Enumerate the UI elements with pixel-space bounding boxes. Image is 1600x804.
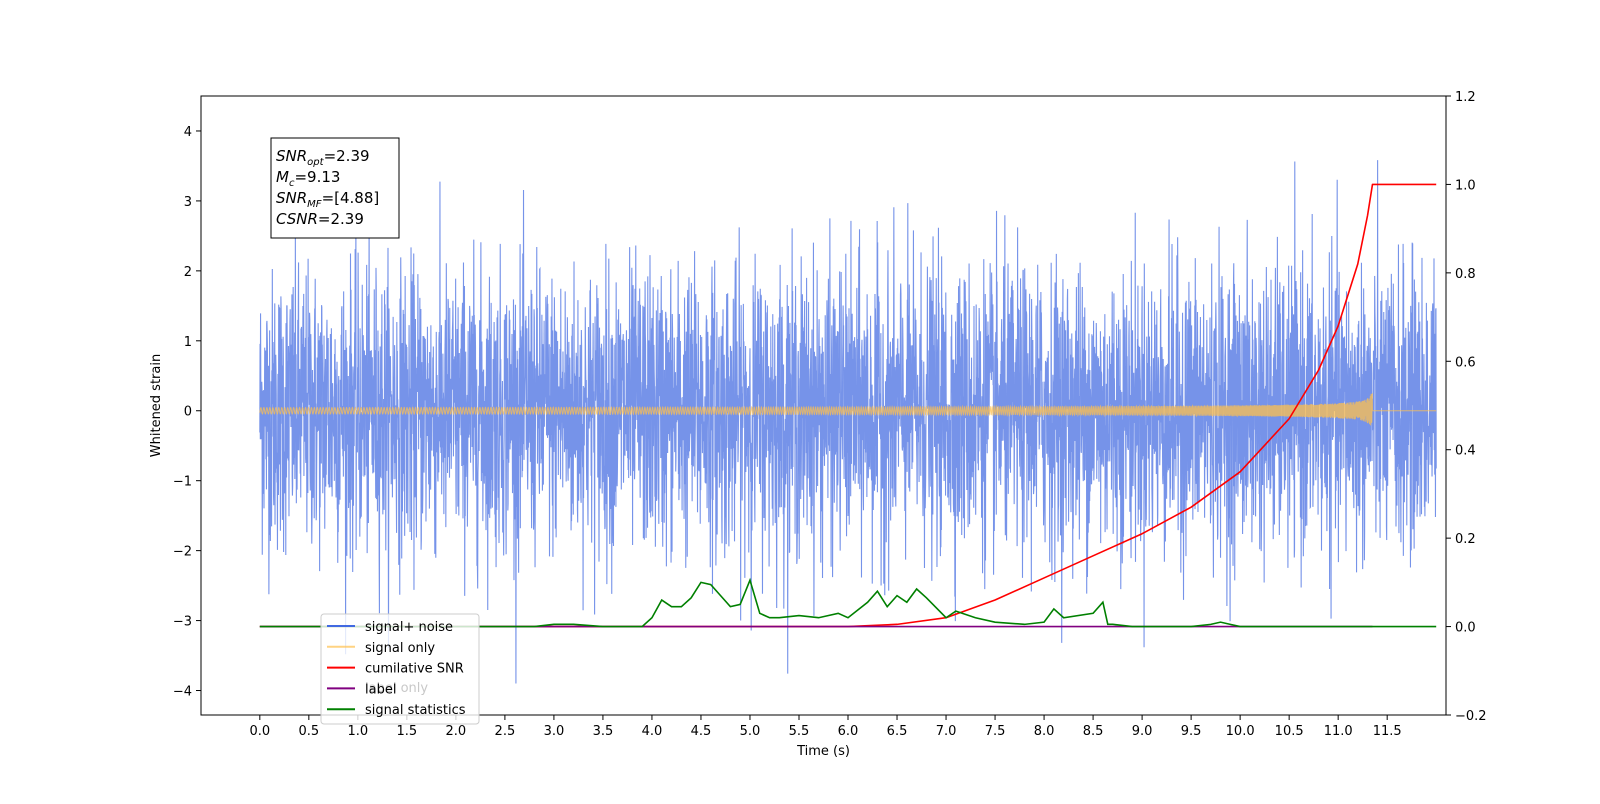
y-tick-label: −3: [173, 615, 192, 630]
series-signal-only: [259, 392, 1437, 426]
y-tick-label: −4: [173, 685, 192, 700]
y2-axis-ticks: −0.2 0.0 0.2 0.4 0.6 0.8 1.0 1.2: [1446, 90, 1487, 724]
x-tick-label: 4.5: [691, 724, 712, 739]
annotation-frame: [270, 137, 400, 239]
x-tick-label: 1.0: [348, 724, 369, 739]
x-axis-label: Time (s): [796, 744, 850, 759]
annotation-subscript: opt: [307, 157, 324, 168]
annotation-line: SNRopt=2.39: [276, 147, 370, 168]
x-tick-label: 10.5: [1275, 724, 1304, 739]
annotation-line: Mc=9.13: [276, 168, 340, 189]
legend-label: cumilative SNR: [365, 662, 464, 677]
legend-frame: [320, 613, 480, 725]
x-tick-label: 8.0: [1034, 724, 1055, 739]
annotation-symbol: SNR: [276, 189, 307, 207]
y2-tick-label: 0.8: [1455, 267, 1476, 282]
x-tick-label: 3.0: [544, 724, 565, 739]
x-tick-label: 10.0: [1226, 724, 1255, 739]
x-tick-label: 9.0: [1132, 724, 1153, 739]
annotation-subscript: MF: [307, 199, 322, 210]
x-tick-label: 0.5: [298, 724, 319, 739]
y-tick-label: 4: [184, 125, 192, 140]
y-tick-label: 0: [184, 405, 192, 420]
y-axis-ticks: −4 −3 −2 −1 0 1 2 3 4: [173, 125, 201, 700]
x-tick-label: 6.0: [838, 724, 859, 739]
y-axis-label: Whitened strain: [149, 354, 164, 457]
x-tick-label: 9.5: [1181, 724, 1202, 739]
annotation-line: SNRMF=[4.88]: [276, 189, 379, 210]
x-tick-label: 0.0: [249, 724, 270, 739]
annotation-symbol: SNR: [276, 147, 307, 165]
annotation-value: =9.13: [294, 168, 340, 186]
x-tick-label: 11.0: [1324, 724, 1353, 739]
annotation-subscript: c: [289, 178, 295, 189]
signal-series-layer: [259, 392, 1437, 426]
plot-frame: [200, 95, 1447, 716]
x-tick-label: 2.0: [446, 724, 467, 739]
legend: label only signal+ noise signal only cumila…: [320, 613, 480, 725]
series-signal-noise: [259, 160, 1437, 684]
x-tick-label: 5.0: [740, 724, 761, 739]
y2-tick-label: 0.4: [1455, 444, 1476, 459]
x-tick-label: 1.5: [397, 724, 418, 739]
x-axis-ticks: 0.0 0.5 1.0 1.5 2.0 2.5 3.0 3.5 4.0 4.5 5.0 5.5 6.0 6…: [249, 715, 1402, 739]
y2-tick-label: 1.0: [1455, 178, 1476, 193]
series-signal-statistics: [259, 577, 1437, 628]
x-tick-label: 8.5: [1083, 724, 1104, 739]
y2-tick-label: 0.6: [1455, 355, 1476, 370]
y-tick-label: 1: [184, 335, 192, 350]
x-tick-label: 5.5: [789, 724, 810, 739]
annotation-symbol: M: [276, 168, 289, 186]
annotation-value: =2.39: [318, 210, 364, 228]
x-tick-label: 7.5: [985, 724, 1006, 739]
y-tick-label: 3: [184, 195, 192, 210]
legend-label: label: [365, 682, 396, 697]
annotation-symbol: CSNR: [276, 210, 318, 228]
x-tick-label: 2.5: [495, 724, 516, 739]
x-tick-label: 7.0: [936, 724, 957, 739]
x-tick-label: 6.5: [887, 724, 908, 739]
annotation-line: CSNR=2.39: [276, 210, 364, 228]
noise-series-layer: [259, 160, 1437, 684]
legend-occluded-label: label only: [365, 681, 428, 696]
x-tick-label: 3.5: [593, 724, 614, 739]
y2-tick-label: −0.2: [1455, 709, 1487, 724]
y2-tick-label: 1.2: [1455, 90, 1476, 105]
y-tick-label: −1: [173, 475, 192, 490]
y2-tick-label: 0.2: [1455, 532, 1476, 547]
y2-tick-label: 0.0: [1455, 621, 1476, 636]
y-tick-label: 2: [184, 265, 192, 280]
series-cumulative-snr: [259, 183, 1437, 628]
legend-label: signal statistics: [365, 703, 466, 718]
x-tick-label: 11.5: [1373, 724, 1402, 739]
x-tick-label: 4.0: [642, 724, 663, 739]
legend-label: signal only: [365, 641, 435, 656]
legend-label: signal+ noise: [365, 620, 453, 635]
annotation-value: =2.39: [324, 147, 370, 165]
y-tick-label: −2: [173, 545, 192, 560]
annotation-value: =[4.88]: [322, 189, 380, 207]
